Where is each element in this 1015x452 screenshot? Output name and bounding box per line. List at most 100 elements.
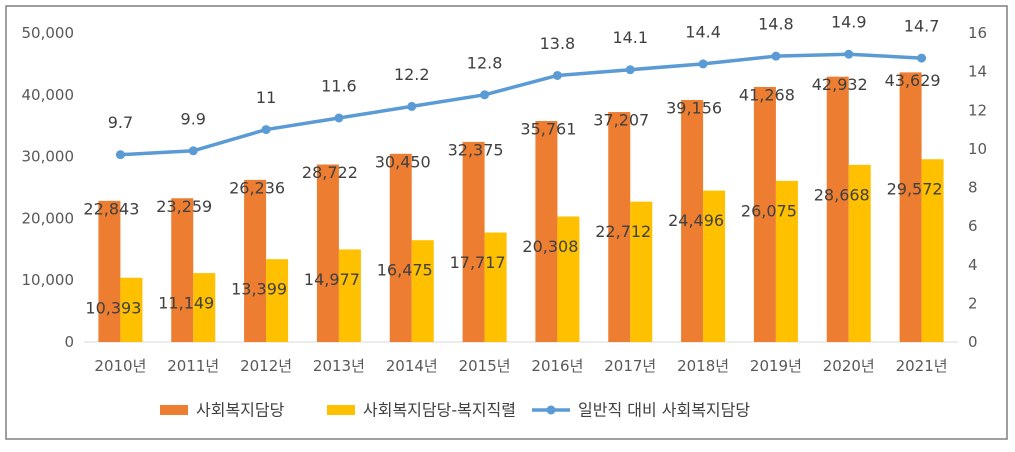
y-left-tick-label: 10,000 [22,271,75,289]
legend-label: 사회복지담당 [196,401,285,420]
x-tick-label: 2013년 [313,357,365,375]
y-right-tick-label: 6 [968,217,978,235]
bar-welfare-track [411,240,434,342]
bar-data-label: 41,268 [739,85,795,104]
bar-data-label: 24,496 [668,211,724,230]
line-point [771,51,781,61]
legend-label: 사회복지담당-복지직렬 [363,401,516,420]
bar-social-welfare [98,200,121,342]
y-right-tick-label: 2 [968,294,978,312]
bar-data-label: 29,572 [887,180,943,199]
bar-welfare-track [266,259,289,342]
y-left-tick-label: 0 [64,333,74,351]
line-point [625,65,635,75]
y-left-tick-label: 50,000 [22,24,75,42]
line-point [407,101,417,111]
bar-welfare-track [338,249,361,342]
line-data-label: 14.4 [685,22,721,41]
line-point [844,49,854,59]
x-tick-label: 2012년 [240,357,292,375]
bar-data-label: 32,375 [448,140,504,159]
x-tick-label: 2016년 [531,357,583,375]
x-tick-label: 2019년 [750,357,802,375]
bar-data-label: 14,977 [304,270,360,289]
bar-data-label: 42,932 [812,75,868,94]
bar-social-welfare [753,86,776,342]
legend-swatch [327,405,355,415]
bar-data-label: 10,393 [85,298,141,317]
bar-data-label: 39,156 [666,99,722,118]
y-left-tick-label: 40,000 [22,86,75,104]
bar-social-welfare [826,76,849,342]
bar-data-label: 28,722 [302,163,358,182]
line-point [480,90,490,100]
bar-data-label: 23,259 [156,197,212,216]
bar-data-label: 11,149 [158,294,214,313]
line-data-label: 9.7 [108,113,133,132]
bar-data-label: 26,075 [741,201,797,220]
line-data-label: 12.8 [467,53,503,72]
x-tick-label: 2020년 [823,357,875,375]
x-tick-label: 2021년 [896,357,948,375]
line-point [552,70,562,80]
bar-data-label: 37,207 [593,111,649,130]
bar-welfare-track [630,201,653,342]
bar-data-label: 13,399 [231,280,287,299]
bar-welfare-track [775,180,798,342]
bar-social-welfare [316,164,339,342]
x-tick-label: 2018년 [677,357,729,375]
bar-welfare-track [557,216,580,342]
y-left-tick-label: 20,000 [22,209,75,227]
bar-social-welfare [171,198,194,342]
line-point [334,113,344,123]
bar-data-label: 28,668 [814,185,870,204]
y-right-tick-label: 0 [968,333,978,351]
line-data-label: 11 [256,88,276,107]
line-data-label: 14.1 [612,28,648,47]
bar-data-label: 17,717 [450,253,506,272]
x-tick-label: 2010년 [94,357,146,375]
bar-data-label: 22,712 [595,222,651,241]
line-point [698,59,708,69]
bar-social-welfare [899,72,922,343]
bar-data-label: 26,236 [229,178,285,197]
bar-social-welfare [535,120,558,343]
y-right-tick-label: 4 [968,256,978,274]
line-data-label: 9.9 [181,109,206,128]
line-point [188,146,198,156]
line-data-label: 12.2 [394,65,430,84]
bar-data-label: 43,629 [885,71,941,90]
line-point [261,125,271,135]
bar-data-label: 20,308 [522,237,578,256]
bar-welfare-track [921,159,944,342]
line-data-label: 14.8 [758,15,794,34]
y-right-tick-label: 12 [968,101,987,119]
line-data-label: 14.9 [831,13,867,32]
bar-social-welfare [462,141,485,342]
y-left-tick-label: 30,000 [22,148,75,166]
x-tick-label: 2014년 [386,357,438,375]
y-right-tick-label: 16 [968,24,987,42]
y-right-tick-label: 8 [968,179,978,197]
x-tick-label: 2011년 [167,357,219,375]
line-data-label: 14.7 [904,17,940,36]
y-right-tick-label: 10 [968,140,987,158]
bar-data-label: 22,843 [83,199,139,218]
legend-marker [546,405,556,415]
y-right-tick-label: 14 [968,63,987,81]
plot-area: 0 10,000 20,000 30,000 40,000 50,000 0 2 4 6 8 10 12… [22,13,988,375]
bar-social-welfare [608,112,631,343]
x-tick-label: 2015년 [459,357,511,375]
bar-data-label: 35,761 [520,119,576,138]
legend: 사회복지담당 사회복지담당-복지직렬 일반직 대비 사회복지담당 [160,401,750,420]
line-data-label: 11.6 [321,76,357,95]
bar-social-welfare [681,100,704,342]
bar-social-welfare [389,153,412,342]
bar-welfare-track [484,232,507,342]
bar-welfare-track [120,277,143,342]
bar-welfare-track [848,164,871,342]
bar-data-label: 30,450 [375,152,431,171]
legend-label: 일반직 대비 사회복지담당 [578,401,750,420]
line-point [115,150,125,160]
